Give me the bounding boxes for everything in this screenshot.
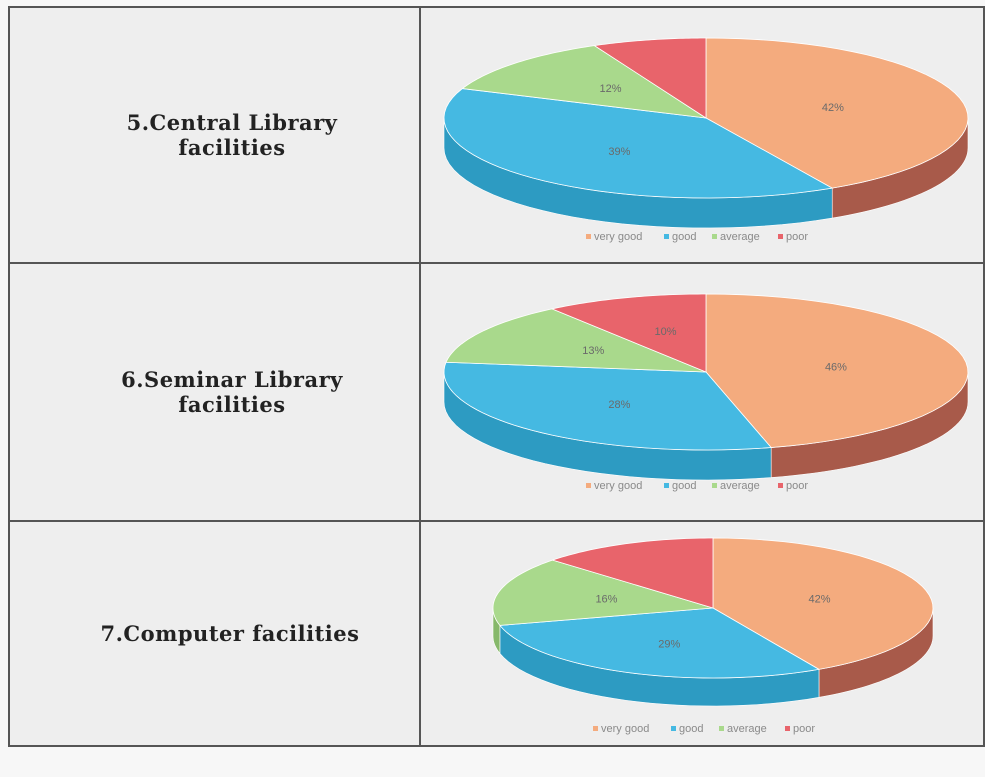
pie-slice (712, 537, 934, 670)
legend-label: good (672, 231, 696, 243)
data-label: 10% (655, 326, 677, 338)
survey-table: 5.Central Library facilities 42% 39% 12% ve… (7, 6, 985, 747)
legend-swatch (664, 234, 670, 239)
legend-swatch (593, 726, 599, 731)
legend-swatch (778, 483, 784, 488)
cell: 6.Seminar Library facilities (7, 262, 422, 522)
legend-swatch (785, 726, 791, 731)
legend-swatch (671, 726, 677, 731)
legend-swatch (712, 483, 718, 488)
pie-slice (443, 361, 773, 451)
row: 6.Seminar Library facilities 46% 28% 13% 10… (7, 262, 985, 522)
row: 7.Computer facilities 42% 29% 16% very good… (7, 520, 985, 747)
legend-label: average (720, 480, 760, 492)
legend-label: very good (594, 231, 642, 243)
legend-label: good (679, 723, 703, 735)
data-label: 39% (609, 146, 631, 158)
data-label: 16% (596, 593, 618, 605)
data-label: 13% (582, 345, 604, 357)
cell: 42% 39% 12% very good good average poor (419, 6, 985, 264)
legend-label: average (720, 231, 760, 243)
pie-slice (593, 37, 707, 119)
data-label: 46% (825, 362, 847, 374)
pie-slice (551, 537, 714, 609)
cell: 46% 28% 13% 10% very good good average poor (419, 262, 985, 522)
pie-slice (443, 88, 834, 199)
row: 5.Central Library facilities 42% 39% 12% ve… (7, 6, 985, 264)
pie-slice (705, 293, 969, 448)
legend-label: very good (594, 480, 642, 492)
legend-swatch (778, 234, 784, 239)
legend-swatch (712, 234, 718, 239)
pie-slice (499, 607, 821, 679)
legend-label: average (727, 723, 767, 735)
row-label: 7.Computer facilities (100, 621, 360, 646)
data-label: 28% (609, 399, 631, 411)
data-label: 42% (822, 102, 844, 114)
pie-slice (492, 559, 714, 626)
data-label: 12% (600, 83, 622, 95)
pie-chart: 42% 29% 16% very good good average poor (492, 537, 934, 735)
data-label: 42% (809, 593, 831, 605)
row-label: 5.Central Library facilities (126, 110, 338, 160)
pie-chart: 46% 28% 13% 10% very good good average poor (443, 293, 969, 492)
data-label: 29% (658, 638, 680, 650)
pie-slice (550, 293, 707, 373)
legend-label: poor (793, 723, 815, 735)
legend-swatch (664, 483, 670, 488)
pie-slice (461, 45, 707, 119)
legend-label: poor (786, 231, 808, 243)
legend-label: good (672, 480, 696, 492)
cell: 5.Central Library facilities (7, 6, 422, 264)
cell: 7.Computer facilities (7, 520, 422, 747)
cell: 42% 29% 16% very good good average poor (419, 520, 985, 747)
pie-slice (445, 308, 707, 373)
legend-label: very good (601, 723, 649, 735)
pie-chart: 42% 39% 12% very good good average poor (443, 37, 969, 243)
row-label: 6.Seminar Library facilities (121, 367, 343, 417)
legend-swatch (586, 483, 592, 488)
legend-label: poor (786, 480, 808, 492)
legend-swatch (719, 726, 725, 731)
pie-slice (705, 37, 969, 189)
legend-swatch (586, 234, 592, 239)
